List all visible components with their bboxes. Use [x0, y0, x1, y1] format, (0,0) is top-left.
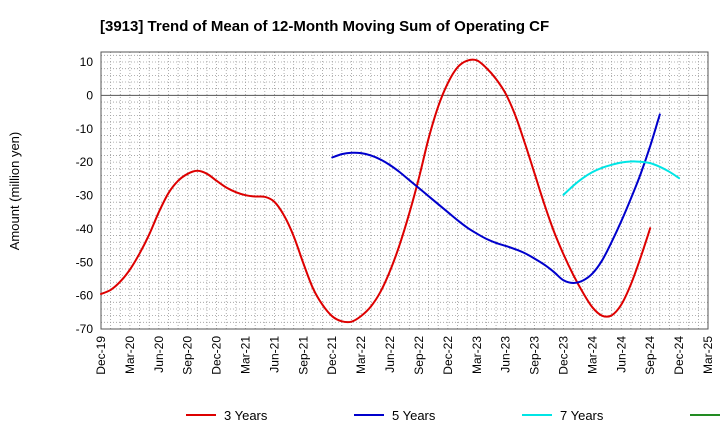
x-tick-label: Mar-24 [585, 336, 599, 374]
x-tick-label: Dec-22 [441, 336, 455, 375]
plot-frame [100, 51, 709, 330]
y-axis-label: Amount (million yen) [7, 132, 22, 251]
x-tick-label: Sep-23 [528, 336, 542, 375]
x-tick-label: Dec-23 [556, 336, 570, 375]
x-tick-label: Mar-21 [239, 336, 253, 374]
y-tick-label: 0 [86, 88, 93, 102]
x-tick-label: Sep-20 [181, 336, 195, 375]
x-tick-label: Jun-23 [499, 336, 513, 373]
x-tick-label: Jun-24 [614, 336, 628, 373]
y-tick-label: -40 [76, 222, 94, 236]
series-line-3-years [100, 58, 652, 324]
y-tick-label: -20 [76, 155, 94, 169]
x-tick-label: Dec-21 [325, 336, 339, 375]
legend-label-5-years: 5 Years [392, 408, 436, 423]
plot-background [101, 52, 708, 329]
y-tick-label: -10 [76, 122, 94, 136]
y-tick-label: 10 [80, 55, 94, 69]
x-tick-label: Dec-20 [210, 336, 224, 375]
x-tick-label: Jun-22 [383, 336, 397, 373]
x-tick-label: Sep-21 [296, 336, 310, 375]
x-tick-label: Dec-24 [672, 336, 686, 375]
legend-label-3-years: 3 Years [224, 408, 268, 423]
series-line-7-years [562, 160, 681, 196]
x-tick-label: Jun-20 [152, 336, 166, 373]
x-tick-label: Mar-25 [701, 336, 715, 374]
x-tick-label: Jun-21 [267, 336, 281, 373]
y-tick-label: -70 [76, 322, 94, 336]
x-tick-label: Dec-19 [94, 336, 108, 375]
y-tick-label: -50 [76, 255, 94, 269]
chart-title: [3913] Trend of Mean of 12-Month Moving … [100, 18, 549, 35]
x-tick-label: Mar-22 [354, 336, 368, 374]
series-line-5-years [331, 113, 661, 284]
x-tick-label: Mar-20 [123, 336, 137, 374]
x-tick-label: Mar-23 [470, 336, 484, 374]
x-tick-label: Sep-24 [643, 336, 657, 375]
y-tick-label: -30 [76, 189, 94, 203]
y-tick-label: -60 [76, 289, 94, 303]
x-tick-label: Sep-22 [412, 336, 426, 375]
legend-label-7-years: 7 Years [560, 408, 604, 423]
